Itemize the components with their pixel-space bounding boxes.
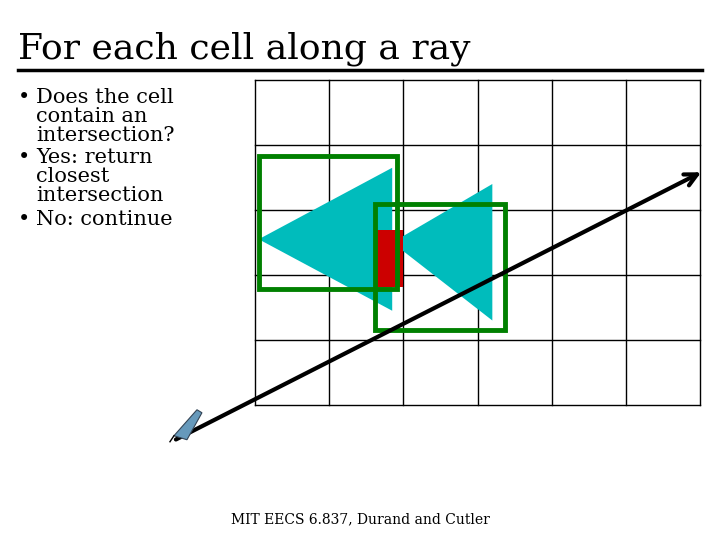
Text: No: continue: No: continue [36,210,173,229]
Text: •: • [18,88,30,107]
Text: intersection?: intersection? [36,126,174,145]
Text: closest: closest [36,167,109,186]
Polygon shape [174,410,202,440]
Text: Does the cell: Does the cell [36,88,174,107]
Bar [259,156,397,289]
Polygon shape [392,184,492,321]
Text: •: • [18,210,30,229]
Text: Yes: return: Yes: return [36,148,153,167]
Bar [375,230,403,287]
Text: •: • [18,148,30,167]
Text: For each cell along a ray: For each cell along a ray [18,32,470,66]
Text: intersection: intersection [36,186,163,205]
Bar [375,204,505,330]
Text: contain an: contain an [36,107,148,126]
Text: MIT EECS 6.837, Durand and Cutler: MIT EECS 6.837, Durand and Cutler [230,512,490,526]
Polygon shape [258,168,392,310]
